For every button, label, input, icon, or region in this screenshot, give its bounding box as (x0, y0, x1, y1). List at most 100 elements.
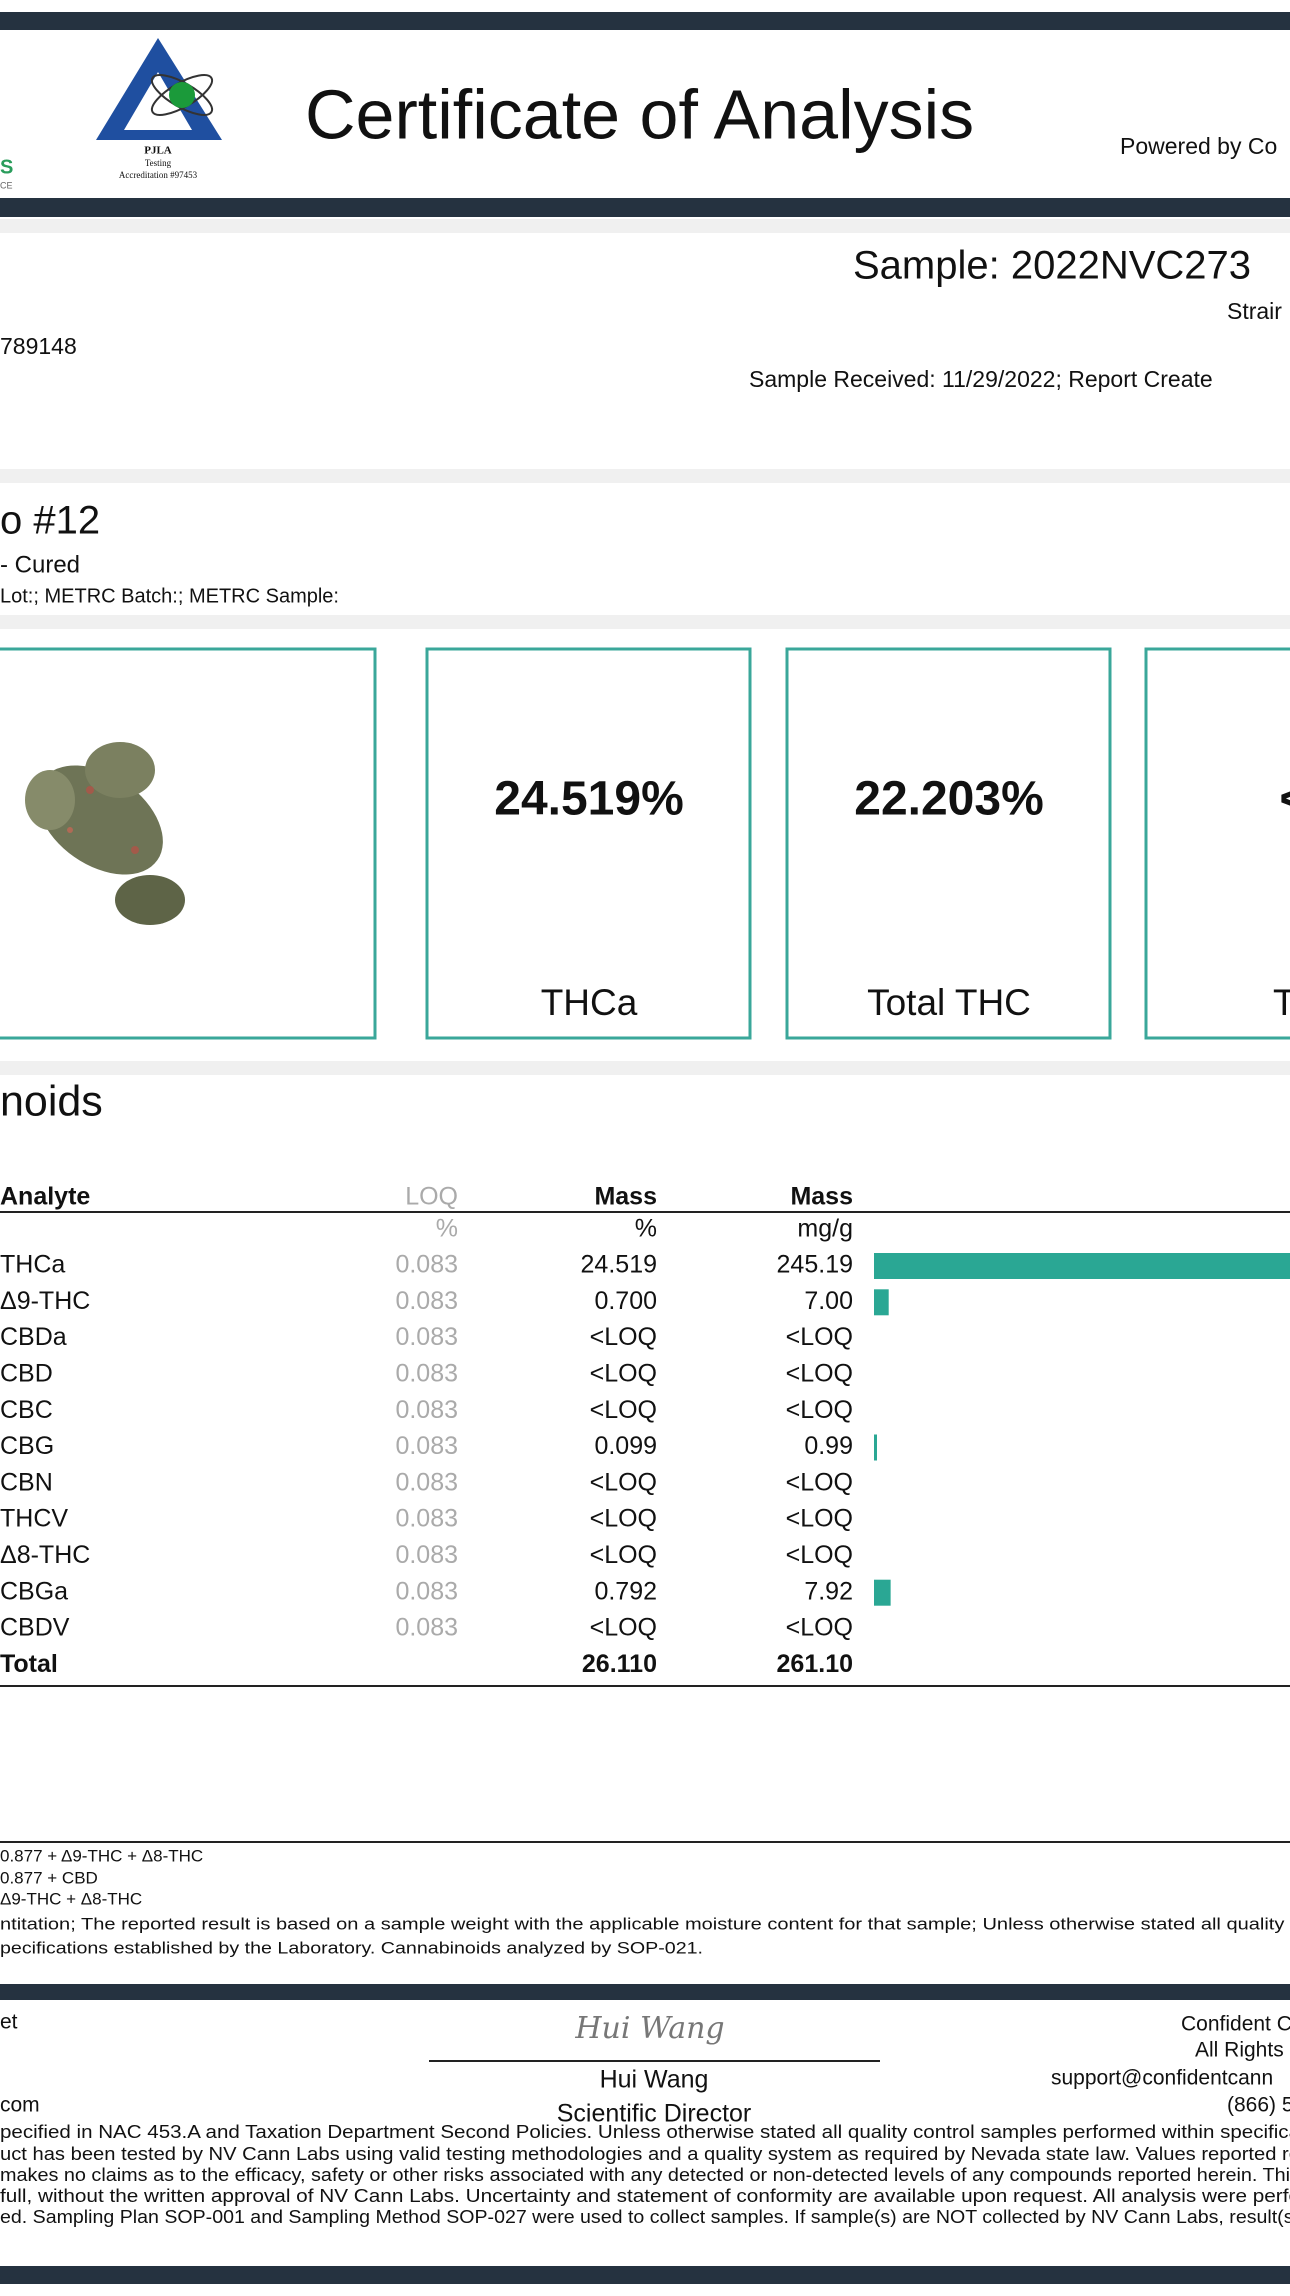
summary-label: Total THC (867, 982, 1031, 1023)
cell: 0.700 (594, 1287, 657, 1315)
cell: <LOQ (590, 1323, 657, 1351)
separator (0, 219, 1290, 233)
mass-bar (874, 1579, 891, 1606)
disclaimer-line: makes no claims as to the efficacy, safe… (0, 2165, 1290, 2185)
note: 0.877 + Δ9-THC + Δ8-THC (0, 1846, 203, 1865)
cell: CBDa (0, 1323, 67, 1351)
sample-dates: Sample Received: 11/29/2022; Report Crea… (749, 366, 1213, 392)
column-header: Analyte (0, 1183, 90, 1211)
cell: <LOQ (786, 1323, 853, 1351)
cell: 0.083 (395, 1577, 458, 1605)
header-bar (0, 198, 1290, 217)
cell: <LOQ (590, 1614, 657, 1642)
contact: et (0, 2011, 18, 2034)
cell: CBC (0, 1396, 53, 1424)
mass-bar (874, 1253, 1290, 1279)
mass-bar (874, 1434, 877, 1461)
column-header: Mass (594, 1183, 657, 1211)
cell: <LOQ (590, 1505, 657, 1533)
contact: support@confidentcann (1051, 2067, 1273, 2090)
cell: 0.083 (395, 1614, 458, 1642)
left-logo: S (0, 156, 13, 178)
summary-value: 22.203% (854, 773, 1044, 826)
separator (0, 1061, 1290, 1075)
disclaimer-line: uct has been tested by NV Cann Labs usin… (0, 2144, 1290, 2164)
cell: 7.92 (804, 1577, 853, 1605)
contact: All Rights R (1195, 2039, 1290, 2062)
cell: 0.083 (395, 1468, 458, 1496)
contact: (866) 5 (1227, 2094, 1290, 2117)
cell: 0.083 (395, 1396, 458, 1424)
cell: CBN (0, 1468, 53, 1496)
cell: THCV (0, 1505, 68, 1533)
note: pecifications established by the Laborat… (0, 1938, 703, 1957)
separator (0, 615, 1290, 629)
signer-name: Hui Wang (600, 2066, 709, 2094)
address: 789148 (0, 333, 77, 359)
section-title: noids (0, 1077, 103, 1125)
cell: 7.00 (804, 1287, 853, 1315)
total-cell: Total (0, 1650, 58, 1678)
cell: <LOQ (786, 1614, 853, 1642)
cell: CBG (0, 1432, 54, 1460)
column-header: Mass (790, 1183, 853, 1211)
cell: <LOQ (786, 1505, 853, 1533)
cell: <LOQ (590, 1468, 657, 1496)
cell: 0.083 (395, 1505, 458, 1533)
cell: 0.792 (594, 1577, 657, 1605)
accreditation: Testing (145, 158, 172, 168)
product-name: o #12 (0, 499, 100, 543)
mass-bar (874, 1289, 889, 1316)
footer-bar (0, 1984, 1290, 2000)
note: 0.877 + CBD (0, 1868, 98, 1887)
column-header: LOQ (405, 1183, 458, 1211)
cell: 0.083 (395, 1287, 458, 1315)
bottom-bar (0, 2266, 1290, 2284)
total-cell: 26.110 (582, 1650, 657, 1678)
product-lot: Lot:; METRC Batch:; METRC Sample: (0, 585, 339, 607)
cell: 0.99 (804, 1432, 853, 1460)
unit: % (436, 1215, 458, 1243)
cell: 0.083 (395, 1323, 458, 1351)
cell: <LOQ (590, 1396, 657, 1424)
accreditation: PJLA (144, 145, 172, 157)
left-logo: CE (0, 180, 13, 190)
cell: Δ8-THC (0, 1541, 90, 1569)
cell: <LOQ (590, 1541, 657, 1569)
summary-boxes (0, 647, 1290, 1040)
cell: 0.083 (395, 1251, 458, 1279)
sample-id: Sample: 2022NVC273 (853, 244, 1251, 288)
strain: Strair (1227, 298, 1282, 324)
cell: CBDV (0, 1614, 70, 1642)
summary-value: 24.519% (494, 773, 684, 826)
total-cell: 261.10 (777, 1650, 853, 1678)
disclaimer-line: ed. Sampling Plan SOP-001 and Sampling M… (0, 2207, 1290, 2227)
disclaimer-line: full, without the written approval of NV… (0, 2186, 1290, 2206)
cell: <LOQ (590, 1360, 657, 1388)
unit: % (635, 1215, 657, 1243)
cell: <LOQ (786, 1541, 853, 1569)
summary-label: Tota (1273, 982, 1290, 1023)
disclaimer-line: pecified in NAC 453.A and Taxation Depar… (0, 2122, 1290, 2142)
note: Δ9-THC + Δ8-THC (0, 1889, 142, 1908)
summary-value: <L (1279, 773, 1290, 826)
top-bar (0, 12, 1290, 30)
cell: 0.083 (395, 1432, 458, 1460)
cell: <LOQ (786, 1360, 853, 1388)
cell: 0.083 (395, 1541, 458, 1569)
powered-by: Powered by Co (1120, 133, 1277, 159)
pjla-logo (96, 38, 222, 140)
contact: Confident C (1181, 2013, 1290, 2036)
cell: CBGa (0, 1577, 68, 1605)
summary-label: THCa (541, 982, 638, 1023)
signature: Hui Wang (574, 2011, 724, 2046)
cell: 24.519 (581, 1251, 657, 1279)
signer-role: Scientific Director (557, 2100, 752, 2128)
title: Certificate of Analysis (305, 75, 974, 153)
bud-photo (25, 742, 185, 925)
cell: THCa (0, 1251, 65, 1279)
cell: CBD (0, 1360, 53, 1388)
cell: 0.083 (395, 1360, 458, 1388)
cell: <LOQ (786, 1468, 853, 1496)
